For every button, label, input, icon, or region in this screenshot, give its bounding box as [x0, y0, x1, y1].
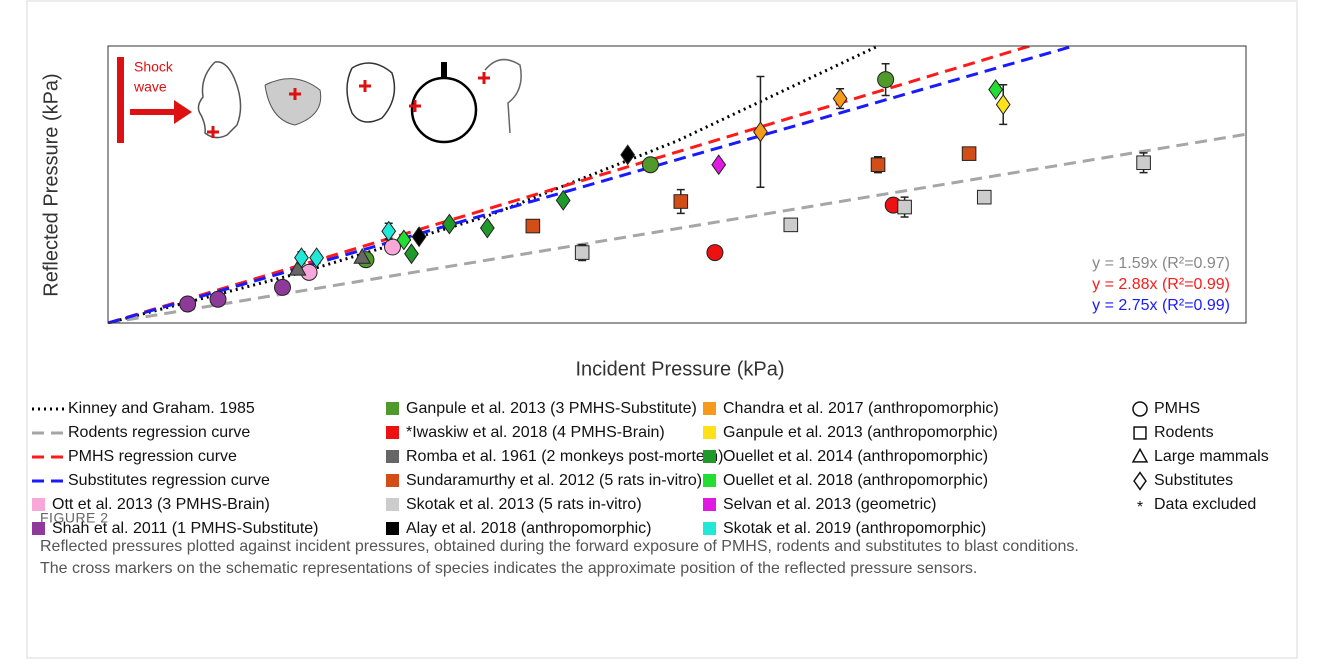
y-axis-label: Reflected Pressure (kPa)	[40, 73, 62, 296]
regression-line	[108, 46, 1074, 324]
marks: y = 1.59x (R²=0.97) y = 2.88x (R²=0.99) y …	[179, 63, 1230, 314]
legend-label: Shah et al. 2011 (1 PMHS-Substitute)	[52, 520, 319, 537]
legend-label: Skotak et al. 2019 (anthropomorphic)	[723, 520, 986, 537]
marker	[396, 229, 412, 251]
legend-label: Ott et al. 2013 (3 PMHS-Brain)	[52, 496, 270, 513]
marker	[870, 157, 886, 173]
legend-label: PMHS	[1154, 400, 1200, 417]
legend-swatch	[703, 522, 716, 535]
regression-line	[108, 46, 1031, 324]
regression-line	[108, 46, 879, 324]
legend-label: Chandra et al. 2017 (anthropomorphic)	[723, 400, 999, 417]
marker	[294, 247, 309, 269]
marker	[706, 244, 724, 262]
legend-swatch	[32, 498, 45, 511]
equation: y = 1.59x (R²=0.97)	[1092, 255, 1230, 272]
lines	[108, 46, 1246, 324]
legend-swatch	[386, 498, 399, 511]
inset-label: wave	[133, 79, 167, 95]
legend-swatch	[703, 450, 716, 463]
legend-label: Kinney and Graham. 1985	[68, 400, 255, 417]
legend-label: Substitutes	[1154, 472, 1233, 489]
marker	[1136, 155, 1151, 171]
marker	[555, 189, 571, 211]
equation: y = 2.88x (R²=0.99)	[1092, 276, 1230, 293]
legend: Kinney and Graham. 1985 Rodents regressio…	[32, 400, 1269, 537]
legend-label: Ganpule et al. 2013 (3 PMHS-Substitute)	[406, 400, 697, 417]
marker	[179, 295, 197, 313]
legend-label: Substitutes regression curve	[68, 472, 270, 489]
legend-symbol: *	[1137, 499, 1143, 516]
legend-swatch	[386, 426, 399, 439]
marker	[381, 220, 397, 242]
legend-shape	[1133, 426, 1147, 440]
caption: Reflected pressures plotted against inci…	[40, 538, 1079, 555]
legend-label: Skotak et al. 2013 (5 rats in-vitro)	[406, 496, 642, 513]
legend-label: PMHS regression curve	[68, 448, 237, 465]
marker	[877, 71, 895, 89]
marker	[411, 226, 427, 248]
marker	[832, 88, 848, 110]
x-axis-label: Incident Pressure (kPa)	[576, 358, 785, 380]
legend-swatch	[386, 474, 399, 487]
marker	[479, 217, 495, 239]
legend-label: Rodents	[1154, 424, 1214, 441]
legend-label: Ouellet et al. 2018 (anthropomorphic)	[723, 472, 988, 489]
marker	[525, 218, 541, 234]
marker	[711, 154, 727, 176]
legend-swatch	[703, 474, 716, 487]
legend-swatch	[703, 498, 716, 511]
inset: Shock wave	[117, 57, 522, 144]
legend-swatch	[386, 450, 399, 463]
marker	[288, 259, 307, 276]
legend-label: Sundaramurthy et al. 2012 (5 rats in-vit…	[406, 472, 702, 489]
marker	[995, 94, 1011, 116]
legend-label: Ouellet et al. 2014 (anthropomorphic)	[723, 448, 988, 465]
marker	[441, 213, 457, 235]
plot-border	[107, 45, 1247, 324]
marker	[404, 243, 419, 265]
marker	[620, 144, 636, 166]
marker	[988, 79, 1004, 100]
legend-label: Rodents regression curve	[68, 424, 250, 441]
marker	[209, 290, 227, 308]
legend-label: Selvan et al. 2013 (geometric)	[723, 496, 936, 513]
legend-swatch	[386, 402, 399, 415]
regression-line	[108, 132, 1246, 324]
marker	[574, 245, 590, 260]
marker	[309, 247, 325, 269]
legend-label: Romba et al. 1961 (2 monkeys post-mortem…	[406, 448, 723, 465]
legend-label: Data excluded	[1154, 496, 1256, 513]
legend-label: Large mammals	[1154, 448, 1269, 465]
legend-shape	[1131, 447, 1149, 463]
figure-label: FIGURE 2	[40, 510, 109, 526]
inset-label: Shock	[134, 59, 174, 75]
legend-label: Ganpule et al. 2013 (anthropomorphic)	[723, 424, 998, 441]
legend-swatch	[703, 426, 716, 439]
frame	[26, 0, 1298, 659]
marker	[976, 189, 992, 205]
legend-shape	[1133, 471, 1147, 491]
marker	[673, 194, 689, 209]
marker	[783, 217, 799, 233]
legend-swatch	[32, 522, 45, 535]
legend-label: Alay et al. 2018 (anthropomorphic)	[406, 520, 651, 537]
caption: The cross markers on the schematic repre…	[40, 560, 977, 577]
marker	[641, 156, 659, 174]
legend-swatch	[703, 402, 716, 415]
marker	[897, 199, 912, 215]
legend-swatch	[386, 522, 399, 535]
marker	[273, 278, 291, 296]
marker	[753, 121, 768, 143]
marker	[353, 247, 372, 264]
marker	[961, 146, 977, 161]
legend-shape	[1132, 401, 1148, 417]
legend-label: *Iwaskiw et al. 2018 (4 PMHS-Brain)	[406, 424, 665, 441]
equation: y = 2.75x (R²=0.99)	[1092, 297, 1230, 314]
